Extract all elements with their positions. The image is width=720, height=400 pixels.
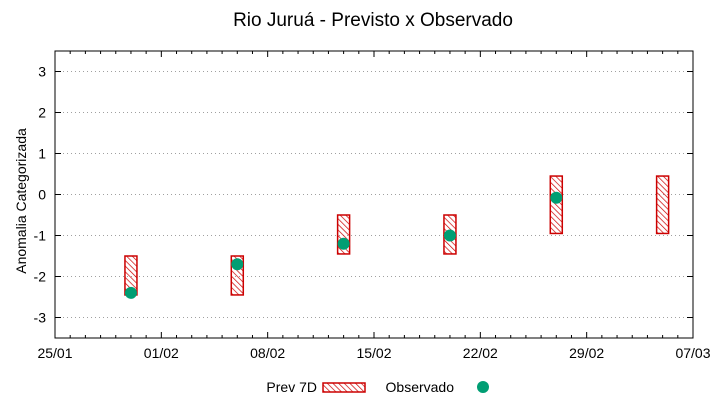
y-tick-label: 0 (38, 187, 46, 203)
chart-title: Rio Juruá - Previsto x Observado (233, 10, 513, 31)
y-axis-label: Anomalia Categorizada (13, 128, 29, 274)
plot-area (124, 175, 670, 299)
legend-label-prev-7d: Prev 7D (266, 379, 317, 395)
x-tick-label: 07/03 (675, 345, 710, 361)
observed-point (550, 191, 563, 204)
y-tick-label: 3 (38, 64, 46, 80)
grid (55, 71, 693, 318)
y-tick-label: -2 (34, 269, 47, 285)
x-tick-label: 22/02 (463, 345, 498, 361)
y-tick-label: -3 (34, 310, 47, 326)
legend-label-observado: Observado (386, 379, 455, 395)
observed-point (231, 258, 244, 271)
observed-point (337, 237, 350, 250)
plot-frame (54, 50, 694, 339)
axes: -3 -2 -1 0 1 2 3 25/01 01/02 08/02 15/02 22/02 29/02… (34, 51, 711, 361)
legend-swatch-observado (477, 381, 489, 393)
forecast-range-box (655, 175, 670, 235)
y-tick-label: 1 (38, 146, 46, 162)
x-tick-label: 29/02 (569, 345, 604, 361)
observed-point (443, 229, 456, 242)
forecast-range-box (549, 175, 564, 235)
legend: Prev 7D Observado (266, 379, 489, 395)
y-tick-label: 2 (38, 105, 46, 121)
x-tick-label: 25/01 (37, 345, 72, 361)
x-tick-label: 01/02 (144, 345, 179, 361)
legend-swatch-prev-7d (322, 382, 366, 393)
x-tick-label: 15/02 (356, 345, 391, 361)
x-tick-label: 08/02 (250, 345, 285, 361)
y-tick-label: -1 (34, 228, 47, 244)
observed-point (124, 286, 137, 299)
